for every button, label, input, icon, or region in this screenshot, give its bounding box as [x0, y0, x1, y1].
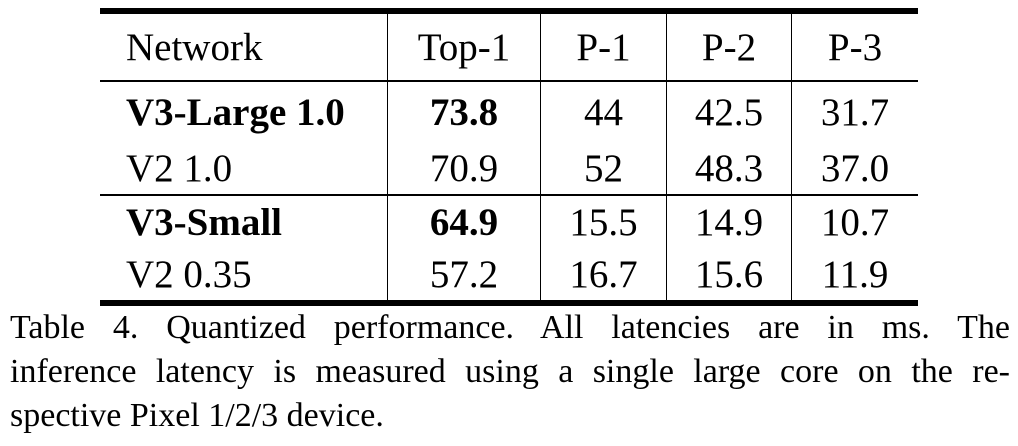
top1-cell: 73.8 [388, 82, 541, 142]
group-rule [100, 194, 918, 196]
caption-line: spective Pixel 1/2/3 device. [10, 397, 384, 434]
table-header-row: Network Top-1 P-1 P-2 P-3 [100, 14, 918, 80]
network-cell: V2 0.35 [100, 248, 388, 300]
table-row: V3-Large 1.0 73.8 44 42.5 31.7 [100, 82, 918, 142]
p2-cell: 42.5 [667, 82, 792, 142]
p1-cell: 15.5 [541, 196, 667, 248]
p1-cell: 16.7 [541, 248, 667, 300]
p1-cell: 44 [541, 82, 667, 142]
header-p3: P-3 [827, 25, 883, 69]
caption-line: Table 4. Quantized performance. All late… [10, 309, 1010, 346]
caption-line: inference latency is measured using a si… [10, 353, 1010, 390]
network-cell: V3-Small [100, 196, 388, 248]
table-row: V3-Small 64.9 15.5 14.9 10.7 [100, 196, 918, 248]
top-rule [100, 8, 918, 14]
top1-cell: 70.9 [388, 142, 541, 194]
top1-cell: 64.9 [388, 196, 541, 248]
p2-cell: 48.3 [667, 142, 792, 194]
table-row: V2 0.35 57.2 16.7 15.6 11.9 [100, 248, 918, 300]
table-row: V2 1.0 70.9 52 48.3 37.0 [100, 142, 918, 194]
network-cell: V3-Large 1.0 [100, 82, 388, 142]
bottom-rule [100, 300, 918, 306]
header-rule [100, 80, 918, 82]
p2-cell: 15.6 [667, 248, 792, 300]
header-p1: P-1 [541, 14, 667, 80]
p3-cell: 11.9 [821, 252, 889, 296]
header-p2: P-2 [667, 14, 792, 80]
header-top1: Top-1 [388, 14, 541, 80]
results-table: Network Top-1 P-1 P-2 P-3 V3-Large 1.0 7… [100, 8, 918, 306]
p3-cell: 10.7 [820, 200, 890, 244]
p2-cell: 14.9 [667, 196, 792, 248]
table-caption: Table 4. Quantized performance. All late… [10, 306, 1010, 438]
p3-cell: 31.7 [820, 90, 890, 134]
network-cell: V2 1.0 [100, 142, 388, 194]
top1-cell: 57.2 [388, 248, 541, 300]
p1-cell: 52 [541, 142, 667, 194]
p3-cell: 37.0 [820, 146, 890, 190]
header-network: Network [100, 14, 388, 80]
